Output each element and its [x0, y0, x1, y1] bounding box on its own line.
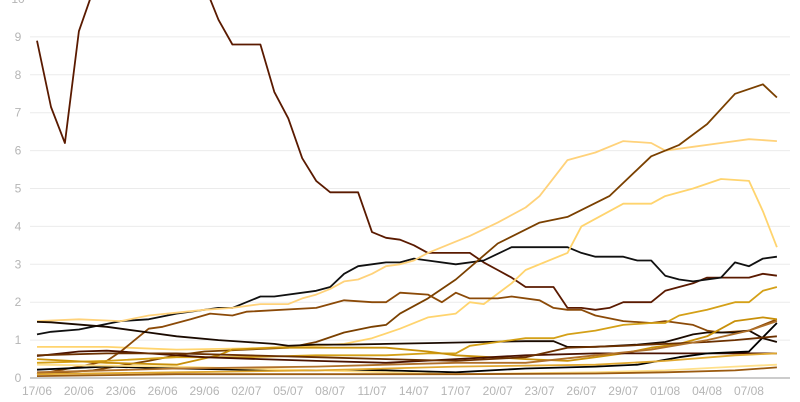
series-line-16 [36, 320, 778, 374]
y-tick-label: 8 [15, 68, 22, 82]
x-tick-label: 17/07 [441, 384, 471, 398]
y-tick-label: 7 [15, 106, 22, 120]
y-tick-label: 9 [15, 30, 22, 44]
y-tick-label: 3 [15, 257, 22, 271]
x-tick-label: 07/08 [734, 384, 764, 398]
series-line-3 [36, 138, 777, 322]
x-tick-label: 08/07 [315, 384, 345, 398]
x-tick-label: 26/07 [566, 384, 596, 398]
y-tick-label: 2 [15, 295, 22, 309]
series-line-4 [36, 83, 778, 376]
series-line-2 [36, 246, 778, 336]
series-line-15 [36, 366, 777, 377]
y-tick-label: 6 [15, 144, 22, 158]
x-tick-label: 02/07 [231, 384, 261, 398]
x-tick-label: 20/07 [483, 384, 513, 398]
series-line-10 [36, 349, 777, 364]
x-axis-ticks: 17/06 20/06 23/06 26/06 29/06 02/07 05/07 08/07… [22, 384, 764, 398]
x-tick-label: 26/06 [148, 384, 178, 398]
series-line-12 [36, 335, 777, 362]
x-tick-label: 29/06 [190, 384, 220, 398]
x-tick-label: 01/08 [650, 384, 680, 398]
series-line-5 [37, 178, 778, 351]
series-line-1 [36, 0, 778, 311]
y-tick-label: 10 [11, 0, 25, 6]
x-tick-label: 14/07 [399, 384, 429, 398]
x-tick-label: 20/06 [64, 384, 94, 398]
gridlines [30, 36, 790, 341]
x-tick-label: 17/06 [22, 384, 52, 398]
x-tick-label: 04/08 [692, 384, 722, 398]
x-tick-label: 05/07 [273, 384, 303, 398]
y-tick-label: 1 [15, 333, 22, 347]
y-tick-label: 4 [15, 219, 22, 233]
series-line-14 [36, 352, 777, 376]
x-tick-label: 23/07 [525, 384, 555, 398]
y-axis-ticks: 0 1 2 3 4 5 6 7 8 9 10 [11, 0, 25, 385]
x-tick-label: 11/07 [357, 384, 386, 398]
series-line-7 [36, 321, 778, 348]
y-tick-label: 5 [15, 182, 22, 196]
series-group [36, 0, 778, 377]
series-line-8 [36, 286, 778, 364]
x-tick-label: 29/07 [608, 384, 638, 398]
y-tick-label: 0 [15, 371, 22, 385]
x-tick-label: 23/06 [106, 384, 136, 398]
